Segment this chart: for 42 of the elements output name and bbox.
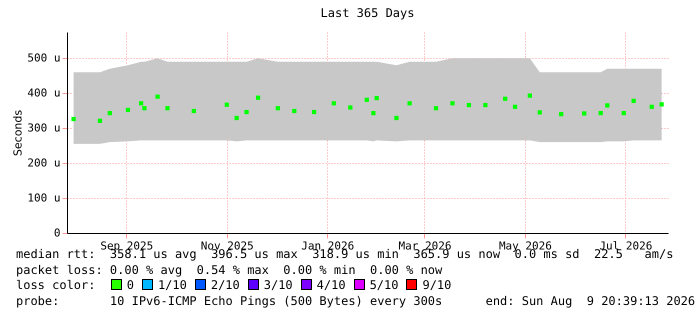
y-tick-label: 300 u: [27, 122, 60, 135]
point: [155, 94, 160, 99]
point: [512, 104, 518, 109]
point: [598, 110, 603, 116]
point: [408, 101, 412, 106]
point: [332, 101, 336, 106]
point: [450, 101, 455, 106]
point: [622, 110, 626, 116]
point: [348, 105, 352, 110]
point: [374, 96, 379, 100]
y-tick-label: 200 u: [27, 156, 60, 170]
text: packet loss: 0.00 % avg 0.54 % max 0.00 % min 0.00 % now: [16, 262, 444, 278]
y-tick-label: 400 u: [27, 86, 60, 100]
point: [528, 94, 532, 98]
point: [364, 98, 369, 102]
y-tick-label: 500 u: [27, 52, 60, 65]
point: [632, 98, 636, 103]
point: [142, 106, 147, 110]
point: [256, 96, 260, 100]
point: [98, 118, 102, 123]
point: [650, 104, 654, 109]
point: [434, 106, 438, 110]
point: [538, 110, 542, 115]
point: [192, 108, 196, 114]
point: [582, 111, 586, 116]
point: [503, 96, 508, 101]
point: [660, 102, 664, 106]
point: [234, 116, 239, 120]
point: [292, 108, 296, 114]
point: [108, 110, 112, 116]
text: loss color: 0 1/10 2/10 3/10 4/10 5/10 9/10: [16, 278, 452, 292]
y-tick-label: 0: [54, 226, 60, 240]
point: [139, 101, 144, 106]
chart-title: Last 365 Days: [320, 6, 414, 20]
point: [276, 106, 280, 110]
y-axis-title: Seconds: [11, 110, 24, 156]
point: [165, 106, 170, 110]
y-tick-label: 100 u: [27, 192, 60, 205]
text: probe: 10 IPv6-ICMP Echo Pings (500 Bytes) every 300s end: Sun Aug 9 20:39:13 2026: [16, 294, 696, 310]
point: [224, 102, 229, 107]
point: [605, 103, 610, 108]
point: [559, 112, 564, 116]
